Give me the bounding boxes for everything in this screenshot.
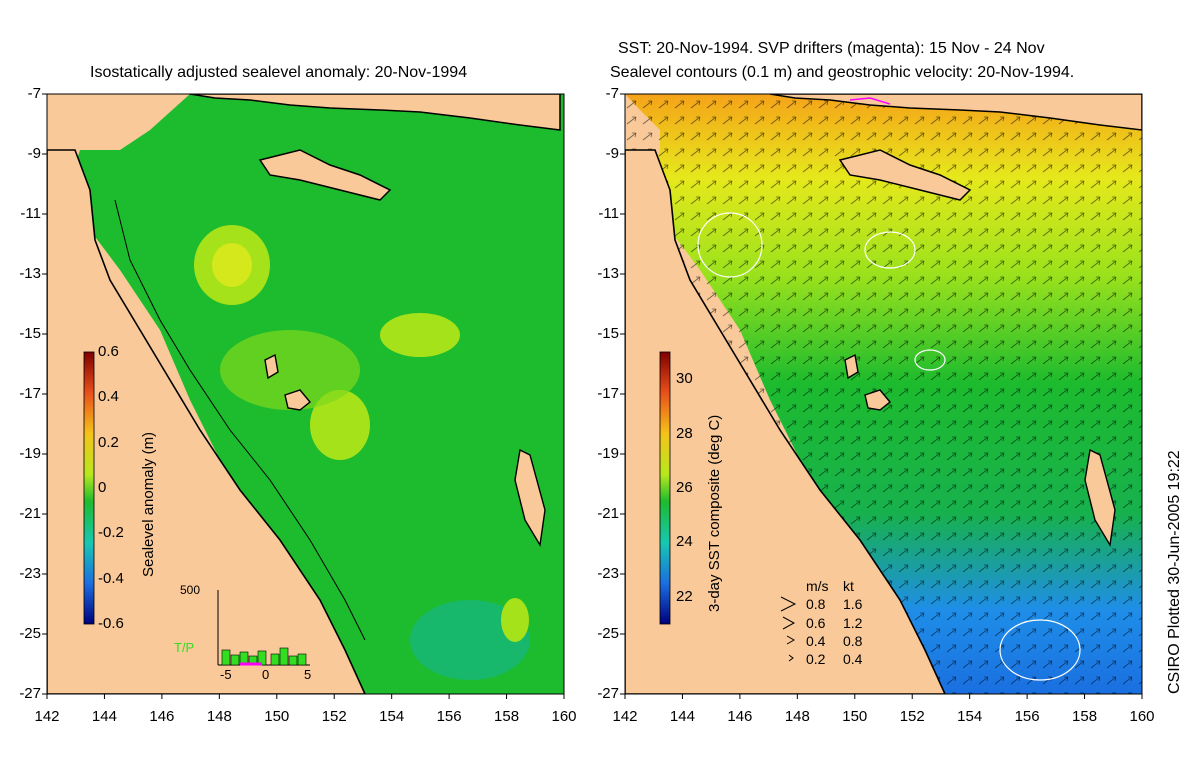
y-tick-label: -7 <box>605 85 619 102</box>
sealevel-colorbar-tick: 0.6 <box>98 343 119 360</box>
sealevel-colorbar-tick: -0.4 <box>98 569 124 587</box>
right-panel-title-line2: Sealevel contours (0.1 m) and geostrophi… <box>610 64 1075 81</box>
sealevel-colorbar-tick: -0.6 <box>98 615 124 632</box>
left-png-coast <box>189 94 561 131</box>
x-tick-label: 152 <box>321 708 347 725</box>
x-tick-label: 148 <box>206 708 232 725</box>
y-tick-label: -11 <box>20 205 41 222</box>
sealevel-colorbar-label: Sealevel anomaly (m) <box>140 431 157 577</box>
x-tick-label: 152 <box>899 708 925 725</box>
y-tick-label: -9 <box>27 145 41 162</box>
velocity-legend-ms-2: 0.4 <box>806 633 826 649</box>
tp-xtick-5: 5 <box>304 667 312 682</box>
velocity-legend-arrows <box>780 596 797 662</box>
x-tick-label: 154 <box>957 708 983 725</box>
tp-xtick-0: 0 <box>262 667 270 682</box>
tp-name: T/P <box>174 640 195 655</box>
x-tick-label: 148 <box>784 708 810 725</box>
sst-colorbar-tick: 28 <box>676 424 693 442</box>
x-tick-label: 158 <box>1072 708 1098 725</box>
tp-inset <box>217 590 310 666</box>
y-tick-label: -27 <box>19 685 41 702</box>
y-tick-label: -19 <box>597 445 619 462</box>
y-tick-label: -25 <box>19 625 41 642</box>
y-tick-label: -21 <box>597 505 619 522</box>
velocity-legend-ms-3: 0.2 <box>806 651 826 667</box>
velocity-legend-header-kt: kt <box>843 578 854 594</box>
x-tick-label: 160 <box>551 708 577 725</box>
left-panel-title: Isostatically adjusted sealevel anomaly:… <box>90 64 468 81</box>
y-tick-label: -19 <box>19 445 41 462</box>
sst-colorbar-tick: 22 <box>676 587 693 605</box>
sealevel-colorbar <box>83 351 95 625</box>
velocity-legend-kt-3: 0.4 <box>843 651 863 667</box>
left-australia-coast <box>47 149 366 694</box>
x-tick-label: 160 <box>1129 708 1155 725</box>
sealevel-colorbar-tick: -0.2 <box>98 524 124 542</box>
x-tick-label: 154 <box>379 708 405 725</box>
left-map <box>47 94 564 694</box>
sealevel-colorbar-tick: 0.2 <box>98 433 119 451</box>
y-tick-label: -9 <box>605 145 619 162</box>
velocity-legend-ms-0: 0.8 <box>806 596 826 612</box>
y-tick-label: -7 <box>27 85 41 102</box>
x-tick-label: 144 <box>91 708 117 725</box>
sst-colorbar-tick: 26 <box>676 479 693 496</box>
x-tick-label: 142 <box>612 708 638 725</box>
x-tick-label: 144 <box>669 708 695 725</box>
x-tick-label: 156 <box>1014 708 1040 725</box>
sst-colorbar-tick: 24 <box>676 533 693 551</box>
credit-text: CSIRO Plotted 30-Jun-2005 19:22 <box>1166 450 1183 694</box>
x-tick-label: 156 <box>436 708 462 725</box>
velocity-legend-kt-1: 1.2 <box>843 615 863 631</box>
right-map <box>625 94 1142 694</box>
x-tick-label: 150 <box>842 708 868 725</box>
y-tick-label: -17 <box>19 385 41 402</box>
y-tick-label: -21 <box>19 505 41 522</box>
y-tick-label: -15 <box>597 325 619 342</box>
sst-colorbar <box>659 351 671 625</box>
sealevel-colorbar-tick: 0 <box>98 479 107 496</box>
y-tick-label: -23 <box>19 565 41 582</box>
x-tick-label: 146 <box>727 708 753 725</box>
x-tick-label: 146 <box>149 708 175 725</box>
x-tick-label: 158 <box>494 708 520 725</box>
y-tick-label: -13 <box>19 265 41 282</box>
velocity-legend-header-ms: m/s <box>806 578 829 594</box>
sst-colorbar-tick: 30 <box>676 370 693 388</box>
x-tick-label: 150 <box>264 708 290 725</box>
axis-tick-marks <box>42 93 1143 699</box>
sealevel-colorbar-tick: 0.4 <box>98 388 119 406</box>
y-tick-label: -17 <box>597 385 619 402</box>
right-australia-coast <box>625 149 946 694</box>
velocity-legend-kt-0: 1.6 <box>843 596 863 612</box>
tp-top-label: 500 <box>180 583 201 597</box>
y-tick-label: -15 <box>19 325 41 342</box>
y-tick-label: -27 <box>597 685 619 702</box>
velocity-legend-ms-1: 0.6 <box>806 615 826 631</box>
right-panel-title-line1: SST: 20-Nov-1994. SVP drifters (magenta)… <box>618 40 1045 57</box>
y-tick-label: -25 <box>597 625 619 642</box>
tp-xtick-neg5: -5 <box>220 667 232 682</box>
y-tick-label: -13 <box>597 265 619 282</box>
x-tick-label: 142 <box>34 708 60 725</box>
sst-colorbar-label: 3-day SST composite (deg C) <box>706 414 723 612</box>
velocity-legend-kt-2: 0.8 <box>843 633 863 649</box>
y-tick-label: -11 <box>598 205 619 222</box>
drifter-track <box>849 97 891 105</box>
y-tick-label: -23 <box>597 565 619 582</box>
